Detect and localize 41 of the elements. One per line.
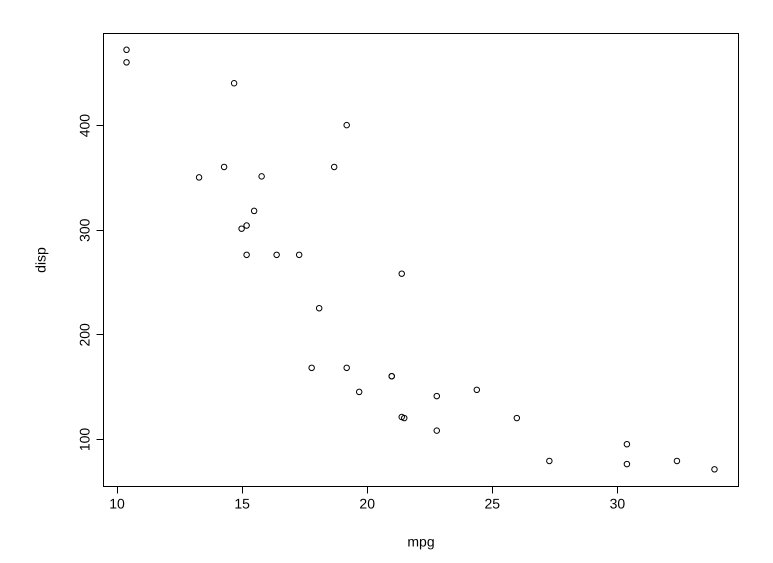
x-axis-title: mpg <box>407 534 435 550</box>
point <box>624 440 630 448</box>
x-tick-label: 15 <box>234 496 250 512</box>
point <box>316 304 322 312</box>
x-tick-label: 10 <box>109 496 126 512</box>
x-tick-label: 30 <box>610 496 626 512</box>
point <box>434 392 440 400</box>
point <box>330 164 338 170</box>
point <box>514 414 520 422</box>
point <box>398 414 405 420</box>
point <box>258 173 265 180</box>
point <box>711 466 718 473</box>
point <box>401 414 408 422</box>
point <box>474 386 480 394</box>
point <box>343 122 350 128</box>
point <box>308 364 315 372</box>
point <box>273 252 280 258</box>
y-tick-label: 100 <box>76 428 92 452</box>
x-tick-label: 25 <box>484 496 500 512</box>
point <box>220 164 228 170</box>
point <box>123 46 130 54</box>
point <box>398 270 405 277</box>
point <box>243 252 250 258</box>
point <box>238 225 245 232</box>
point <box>356 388 362 396</box>
point <box>674 458 680 464</box>
point <box>123 59 130 66</box>
point <box>624 460 630 468</box>
y-tick-label: 200 <box>76 322 92 347</box>
y-tick-label: 300 <box>76 218 92 242</box>
point <box>343 364 350 372</box>
point <box>243 222 250 229</box>
point <box>196 174 202 181</box>
point <box>230 80 238 86</box>
y-axis-title: disp <box>32 246 48 273</box>
point <box>296 252 302 258</box>
y-tick-label: 400 <box>76 114 92 138</box>
point <box>250 208 258 214</box>
x-tick-label: 20 <box>359 496 376 512</box>
point <box>546 458 553 464</box>
point <box>434 427 440 434</box>
